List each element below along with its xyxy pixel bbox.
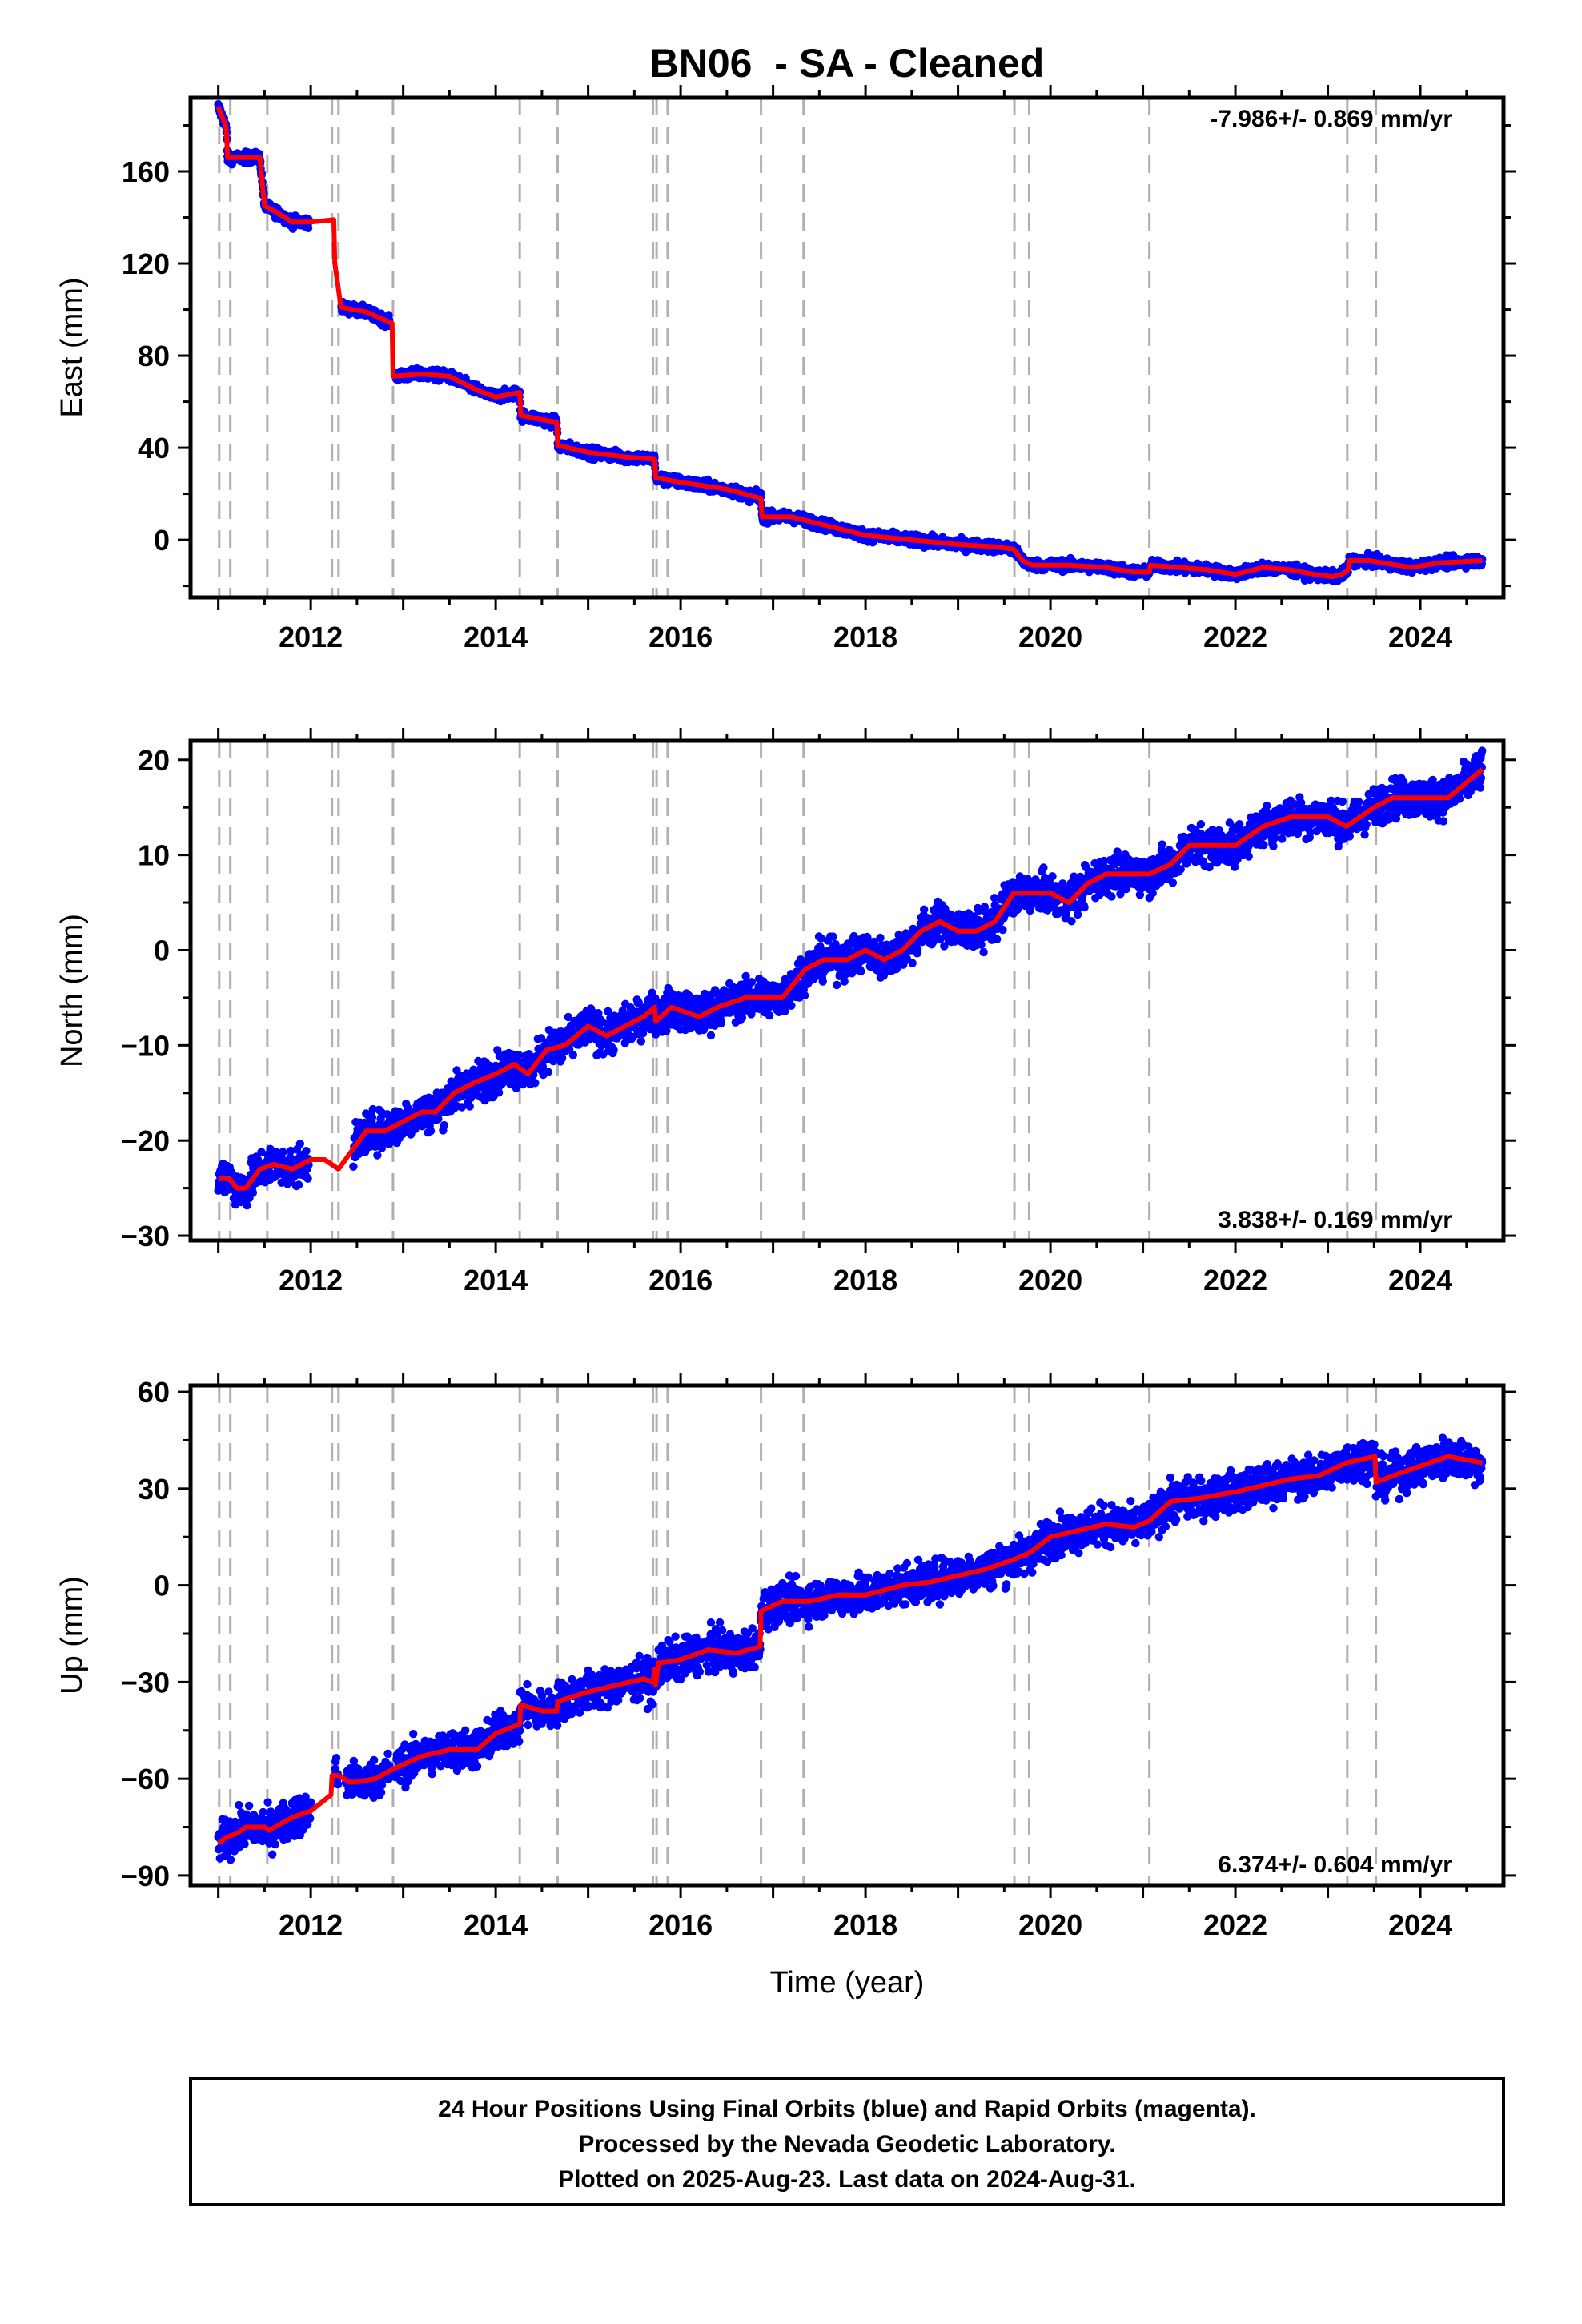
- x-tick-label: 2018: [833, 621, 897, 653]
- observation-point: [294, 1180, 303, 1189]
- x-tick-label: 2012: [279, 621, 343, 653]
- observation-point: [634, 998, 643, 1007]
- y-tick-label: 0: [154, 524, 170, 557]
- rate-label-east: -7.986+/- 0.869 mm/yr: [1210, 106, 1452, 132]
- x-tick-label: 2024: [1388, 621, 1452, 653]
- observation-point: [248, 1188, 257, 1197]
- x-tick-label: 2022: [1203, 621, 1267, 653]
- panels-group: 2012 2014 2016 2018 2020 2022 2024 0 40 80 120 160 E…: [55, 85, 1516, 1941]
- x-tick-label: 2016: [648, 621, 713, 653]
- y-tick-label: 160: [122, 155, 170, 188]
- y-tick-label: 40: [138, 432, 170, 464]
- observation-point: [355, 1148, 363, 1156]
- observation-point: [266, 1144, 275, 1154]
- observation-point: [368, 1104, 377, 1114]
- observation-point: [568, 1051, 577, 1059]
- observation-point: [302, 1147, 311, 1156]
- observation-point: [440, 1120, 448, 1130]
- observation-point: [557, 1054, 567, 1063]
- observation-point: [494, 1088, 504, 1097]
- model-line-east: [215, 106, 1483, 580]
- observation-point: [279, 1148, 287, 1156]
- observation-point: [636, 1037, 645, 1046]
- observation-point: [303, 1174, 312, 1183]
- x-tick-label: 2020: [1018, 621, 1082, 653]
- observation-point: [373, 1151, 382, 1160]
- plot-area-east: [214, 98, 1487, 597]
- y-tick-label: 120: [122, 247, 170, 280]
- observation-point: [295, 1140, 304, 1148]
- observation-point: [651, 994, 660, 1003]
- figure-title: BN06 - SA - Cleaned: [650, 41, 1045, 86]
- observation-point: [426, 1127, 436, 1136]
- observation-point: [457, 1103, 467, 1112]
- observation-point: [243, 1201, 251, 1210]
- observation-point: [564, 1012, 572, 1022]
- observation-point: [492, 1061, 500, 1071]
- observation-point: [514, 1051, 523, 1059]
- observation-point: [531, 1079, 540, 1088]
- x-tick-label: 2014: [464, 621, 528, 653]
- panel-frame-east: [188, 95, 1506, 600]
- observation-point: [467, 1091, 476, 1100]
- plot-area-north: [214, 741, 1487, 1240]
- panel-north: 2012 2014 2016 2018 2020 2022 2024−30−20−10010…: [55, 728, 1516, 1297]
- observation-point: [349, 1162, 358, 1172]
- observation-point: [367, 1112, 377, 1122]
- observation-point: [465, 1102, 474, 1111]
- observation-point: [544, 1068, 552, 1076]
- observation-point: [604, 1007, 612, 1016]
- observation-point: [609, 1046, 618, 1055]
- panel-east: 2012 2014 2016 2018 2020 2022 2024 0 40 80 120 160 E…: [55, 85, 1516, 653]
- y-axis-title-east: East (mm): [55, 277, 89, 417]
- observation-point: [303, 223, 313, 232]
- y-tick-label: 80: [138, 340, 170, 372]
- observation-point: [618, 1007, 627, 1015]
